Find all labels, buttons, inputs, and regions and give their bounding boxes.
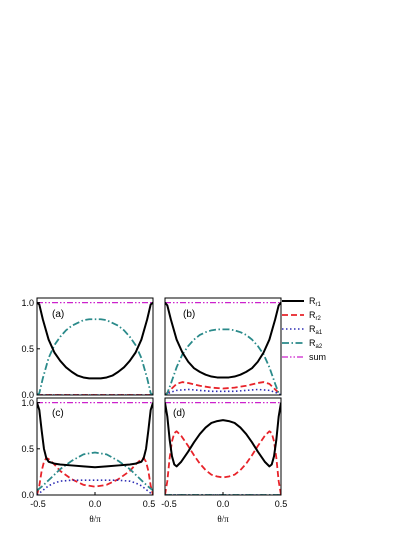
x-tick-label: -0.5 bbox=[161, 499, 177, 509]
series-line-ra2 bbox=[165, 328, 281, 395]
panel-c-series bbox=[37, 402, 153, 495]
series-line-rr1 bbox=[37, 301, 153, 380]
legend-label-rr1: Rr1 bbox=[309, 296, 321, 308]
panel-c: (c) 1.0 0.5 0.0 -0.5 0.0 0.5 θ/π bbox=[21, 397, 155, 524]
series-line-rr2 bbox=[165, 430, 281, 495]
panel-c-label: (c) bbox=[52, 408, 64, 419]
series-line-rr2 bbox=[37, 457, 153, 495]
x-tick-label: 0.0 bbox=[89, 499, 102, 509]
legend-label-ra2: Ra2 bbox=[309, 338, 323, 350]
panel-b-frame bbox=[164, 297, 282, 396]
y-tick-label: 0.5 bbox=[21, 444, 34, 454]
panel-a-series bbox=[37, 301, 153, 395]
x-axis-title: θ/π bbox=[217, 514, 229, 524]
legend-label-ra1: Ra1 bbox=[309, 324, 323, 336]
y-tick-label: 1.0 bbox=[21, 398, 34, 408]
panel-d-series bbox=[165, 402, 281, 495]
x-tick-label: 0.5 bbox=[143, 499, 156, 509]
series-line-rr2 bbox=[165, 381, 281, 395]
x-tick-label: 0.0 bbox=[217, 499, 230, 509]
legend: Rr1 Rr2 Ra1 Ra2 sum bbox=[282, 296, 326, 362]
series-line-rr1 bbox=[165, 301, 281, 379]
series-line-ra2 bbox=[37, 318, 153, 395]
series-line-ra1 bbox=[37, 479, 153, 495]
panel-d: (d) -0.5 0.0 0.5 θ/π bbox=[161, 397, 287, 524]
x-axis-title: θ/π bbox=[89, 514, 101, 524]
series-line-ra2 bbox=[37, 451, 153, 492]
series-line-rr1 bbox=[165, 402, 281, 468]
x-tick-label: -0.5 bbox=[30, 499, 46, 509]
legend-label-sum: sum bbox=[309, 352, 326, 362]
panel-a: (a) 1.0 0.5 0.0 bbox=[21, 297, 154, 400]
panel-b-series bbox=[165, 301, 281, 395]
panel-a-y-ticks: 1.0 0.5 0.0 bbox=[21, 298, 40, 400]
panel-a-label: (a) bbox=[52, 309, 64, 320]
panel-b-label: (b) bbox=[183, 309, 195, 320]
panel-c-y-ticks: 1.0 0.5 0.0 bbox=[21, 398, 40, 500]
y-tick-label: 1.0 bbox=[21, 298, 34, 308]
series-line-rr1 bbox=[37, 402, 153, 469]
panel-c-x-ticks: -0.5 0.0 0.5 bbox=[30, 492, 155, 509]
x-tick-label: 0.5 bbox=[275, 499, 288, 509]
panel-d-label: (d) bbox=[173, 408, 185, 419]
y-tick-label: 0.5 bbox=[21, 344, 34, 354]
panel-d-x-ticks: -0.5 0.0 0.5 bbox=[161, 492, 287, 509]
y-tick-label: 0.0 bbox=[21, 490, 34, 500]
y-tick-label: 0.0 bbox=[21, 390, 34, 400]
panel-b: (b) bbox=[164, 297, 282, 396]
panel-a-frame bbox=[36, 297, 154, 396]
legend-label-rr2: Rr2 bbox=[309, 310, 321, 322]
series-line-ra1 bbox=[165, 388, 281, 395]
